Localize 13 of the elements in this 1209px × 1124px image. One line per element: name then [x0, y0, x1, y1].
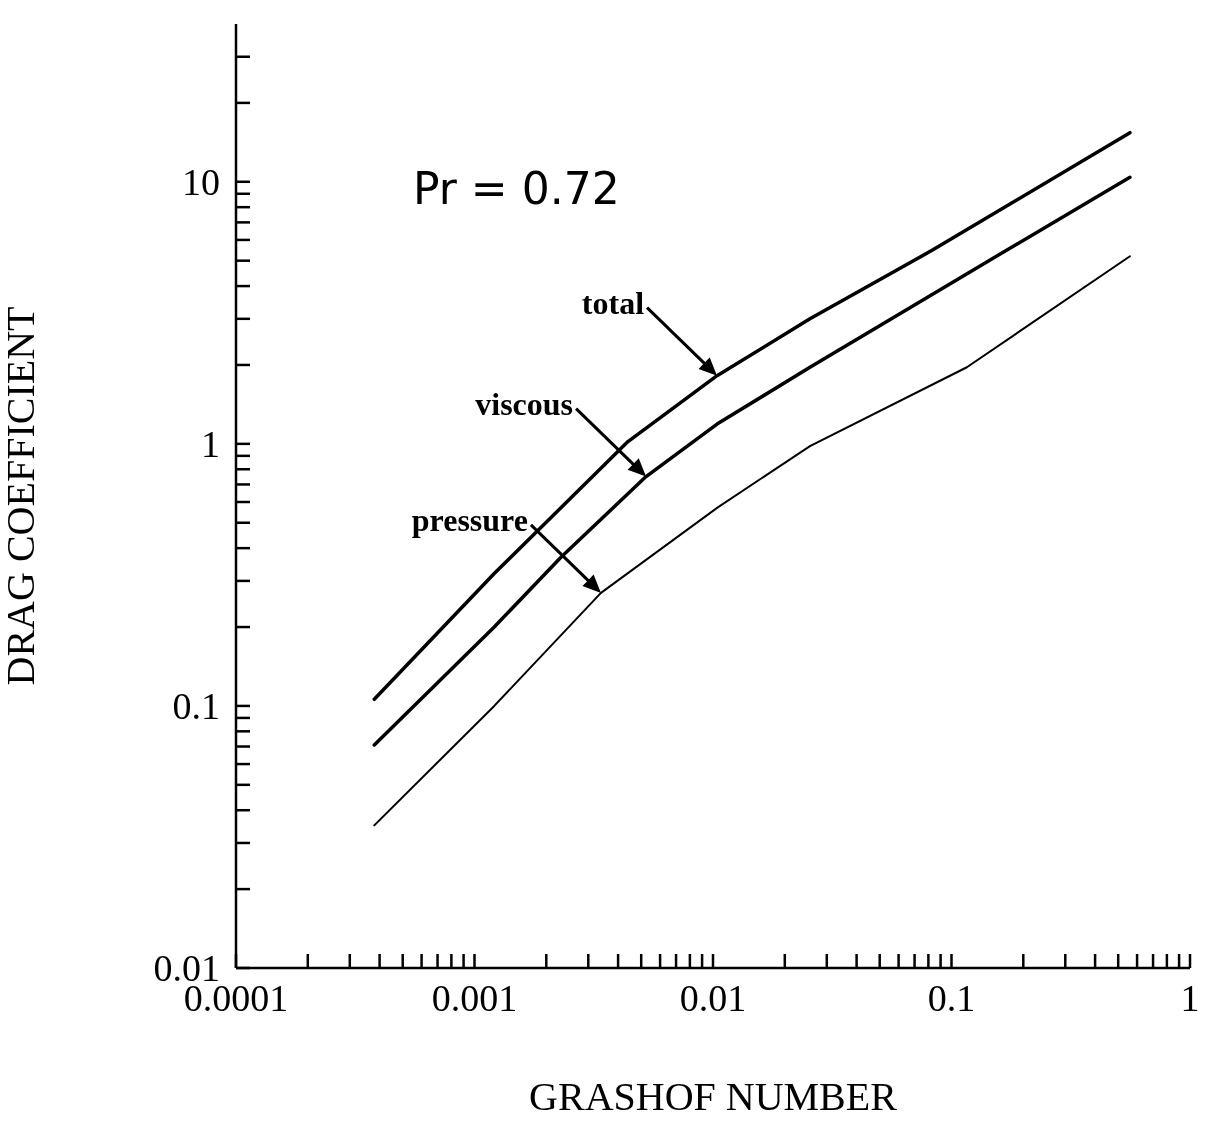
annotation: pressure [411, 501, 528, 538]
y-tick-label: 1 [201, 423, 220, 466]
y-tick-label: 10 [182, 161, 220, 204]
annotation: viscous [475, 385, 574, 422]
x-axis-title: GRASHOF NUMBER [529, 1074, 898, 1119]
annotation: Pr = 0.72 [413, 163, 620, 214]
y-axis-title: DRAG COEFFICIENT [0, 306, 44, 686]
x-tick-label: 0.1 [927, 976, 976, 1019]
y-tick-label: 0.1 [172, 685, 220, 728]
annotation: total [581, 284, 645, 321]
x-tick-label: 1 [1180, 976, 1200, 1019]
x-tick-label: 0.01 [679, 976, 747, 1019]
x-tick-label: 0.001 [431, 976, 518, 1019]
